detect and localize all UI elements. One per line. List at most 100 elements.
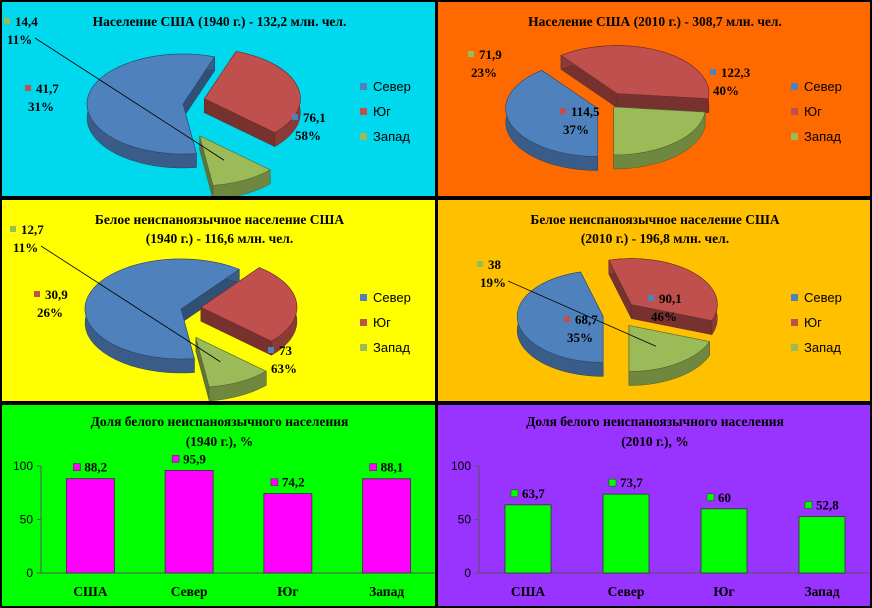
legend-item-west: Запад	[804, 129, 841, 144]
data-label-swatch	[10, 226, 16, 232]
bar	[700, 508, 748, 574]
data-label-value: 30,9	[45, 287, 68, 302]
legend-item-west: Запад	[804, 340, 841, 355]
pie-chart-svg: Население США (2010 г.) - 308,7 млн. чел…	[438, 2, 870, 196]
pie-slice-south	[608, 258, 718, 336]
pie-slice-south	[560, 45, 710, 113]
y-tick-label: 100	[13, 459, 33, 473]
data-label-percent: 19%	[480, 275, 506, 290]
pie-panel-1940-white: Белое неиспаноязычное население США (1940…	[1, 199, 436, 402]
legend-item-west: Запад	[373, 129, 410, 144]
data-label-percent: 35%	[567, 330, 593, 345]
data-label-value: 12,7	[21, 222, 44, 237]
legend-swatch-north	[360, 294, 367, 301]
x-category-label: Запад	[369, 584, 404, 599]
data-label-percent: 31%	[28, 99, 54, 114]
bar-value-label: 63,7	[522, 486, 545, 501]
chart-title-line: (2010 г.) - 196,8 млн. чел.	[581, 231, 729, 246]
data-label-swatch	[171, 455, 180, 463]
leader-line	[507, 280, 657, 347]
bar-value-label: 74,2	[282, 475, 305, 490]
chart-title: Население США (1940 г.) - 132,2 млн. чел…	[93, 14, 347, 29]
pie-slice-west	[613, 106, 706, 170]
bar	[798, 516, 846, 574]
pie-chart-svg: Белое неиспаноязычное население США (1940…	[2, 200, 435, 401]
data-label-swatch	[4, 18, 10, 24]
pie-slice-west	[195, 336, 267, 401]
data-label-percent: 11%	[13, 240, 38, 255]
chart-title-line: Доля белого неиспаноязычного населения	[91, 414, 349, 429]
leader-line	[40, 245, 221, 363]
data-label-value: 38	[488, 257, 502, 272]
legend-item-west: Запад	[373, 340, 410, 355]
data-label-percent: 58%	[295, 128, 321, 143]
bar	[602, 493, 650, 574]
data-label-swatch	[706, 493, 715, 502]
pie-slice-north	[505, 69, 599, 171]
data-label-swatch	[560, 108, 566, 114]
data-label-swatch	[34, 291, 40, 297]
data-label-swatch	[468, 51, 474, 57]
data-label-value: 122,3	[721, 65, 751, 80]
pie-slice-west	[199, 135, 271, 196]
chart-title-line: Белое неиспаноязычное население США	[95, 212, 344, 227]
data-label-value: 41,7	[36, 81, 59, 96]
chart-title-line: (2010 г.), %	[621, 434, 689, 449]
y-tick-label: 50	[458, 513, 472, 527]
legend-swatch-south	[360, 319, 367, 326]
data-label-percent: 11%	[7, 32, 32, 47]
data-label-value: 90,1	[659, 291, 682, 306]
pie-chart-svg: Белое неиспаноязычное население США (2010…	[438, 200, 870, 401]
data-label-swatch	[292, 114, 298, 120]
data-label-percent: 37%	[563, 122, 589, 137]
x-category-label: Юг	[277, 584, 298, 599]
legend-item-north: Север	[804, 79, 842, 94]
pie-slice-west	[628, 325, 711, 386]
data-label-percent: 40%	[713, 83, 739, 98]
data-label-swatch	[73, 463, 81, 471]
data-label-value: 114,5	[571, 104, 600, 119]
legend-swatch-south	[791, 108, 798, 115]
legend-item-south: Юг	[804, 315, 822, 330]
pie-panel-1940-population: Население США (1940 г.) - 132,2 млн. чел…	[1, 1, 436, 197]
x-category-label: Запад	[804, 584, 839, 599]
legend-item-north: Север	[373, 79, 411, 94]
y-tick-label: 100	[451, 459, 471, 473]
bar-value-label: 95,9	[183, 451, 206, 466]
chart-title-line: (1940 г.) - 116,6 млн. чел.	[146, 231, 293, 246]
y-tick-label: 0	[26, 566, 33, 580]
bar	[504, 504, 552, 574]
x-category-label: Север	[171, 584, 208, 599]
data-label-percent: 26%	[37, 305, 63, 320]
data-label-value: 73	[279, 343, 293, 358]
legend-item-south: Юг	[373, 104, 391, 119]
data-label-percent: 23%	[471, 65, 497, 80]
data-label-swatch	[648, 295, 654, 301]
chart-title-line: (1940 г.), %	[186, 434, 254, 449]
bar	[164, 469, 214, 574]
data-label-value: 14,4	[15, 14, 38, 29]
pie-panel-2010-population: Население США (2010 г.) - 308,7 млн. чел…	[437, 1, 871, 197]
data-label-swatch	[510, 489, 519, 498]
bar-value-label: 73,7	[620, 475, 643, 490]
bar-panel-2010-share: Доля белого неиспаноязычного населения (2…	[437, 404, 871, 607]
legend-item-north: Север	[804, 290, 842, 305]
bar-chart-svg: Доля белого неиспаноязычного населения (2…	[438, 405, 870, 606]
data-label-value: 71,9	[479, 47, 502, 62]
bar-value-label: 88,2	[84, 460, 107, 475]
data-label-swatch	[369, 463, 377, 471]
legend-swatch-west	[360, 344, 367, 351]
data-label-swatch	[608, 478, 617, 487]
chart-title-line: Доля белого неиспаноязычного населения	[526, 414, 784, 429]
bar	[362, 478, 412, 574]
x-category-label: США	[511, 584, 546, 599]
x-category-label: США	[73, 584, 108, 599]
legend-swatch-north	[791, 83, 798, 90]
bar	[65, 478, 115, 574]
legend-item-south: Юг	[804, 104, 822, 119]
legend-item-north: Север	[373, 290, 411, 305]
legend-swatch-west	[360, 133, 367, 140]
data-label-swatch	[268, 347, 274, 353]
chart-title: Население США (2010 г.) - 308,7 млн. чел…	[528, 14, 782, 29]
legend-swatch-south	[360, 108, 367, 115]
